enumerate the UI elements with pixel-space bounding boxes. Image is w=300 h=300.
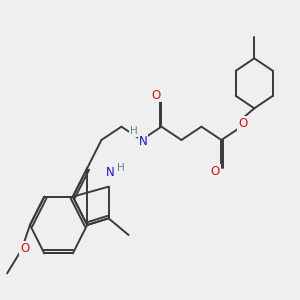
Text: O: O [152,88,161,101]
Text: O: O [211,165,220,178]
Text: O: O [238,117,248,130]
Text: H: H [130,126,137,136]
Text: H: H [117,163,124,173]
Text: N: N [139,135,147,148]
Text: O: O [20,242,29,255]
Text: N: N [106,166,114,179]
